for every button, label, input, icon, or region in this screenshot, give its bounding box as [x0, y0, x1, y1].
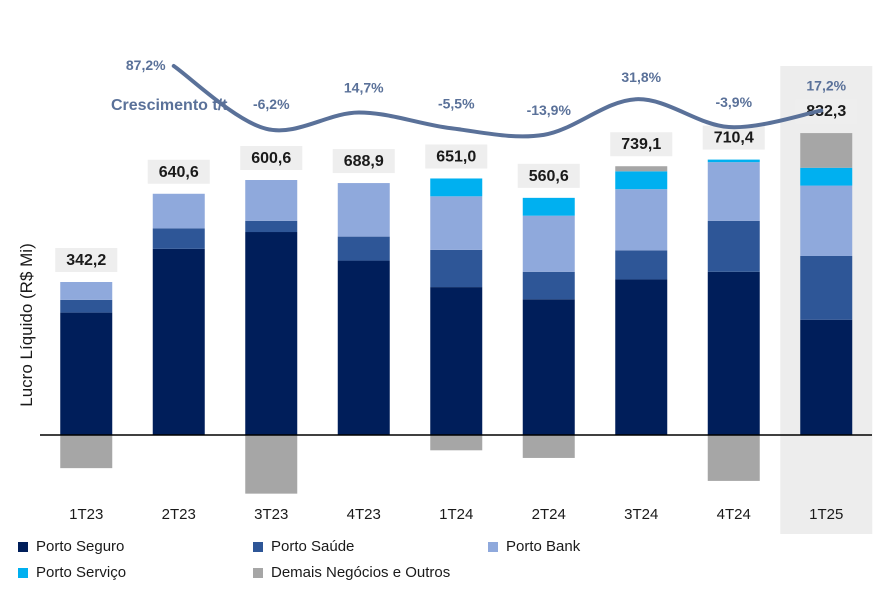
legend-swatch: [253, 567, 263, 578]
x-tick-label: 2T23: [162, 506, 196, 523]
legend-label: Porto Bank: [506, 538, 581, 555]
x-tick-label: 1T25: [809, 506, 843, 523]
legend: Porto Seguro Porto Saúde Porto Bank Port…: [18, 538, 718, 588]
bar-porto-seguro-2t24: [522, 299, 575, 435]
bar-porto-bank-2t24: [522, 215, 575, 272]
legend-swatch: [488, 541, 498, 552]
growth-label: -13,9%: [527, 102, 572, 118]
x-tick-label: 2T24: [532, 506, 566, 523]
bar-demais-negocios-e-outros-1t23: [60, 435, 113, 469]
legend-item-porto-servico: Porto Serviço: [18, 564, 126, 581]
bars-layer: [60, 133, 853, 494]
legend-swatch: [18, 567, 28, 578]
total-label-box: [517, 163, 580, 188]
x-tick-label: 1T23: [69, 506, 103, 523]
bar-demais-negocios-e-outros-2t24: [522, 435, 575, 458]
x-tick-label: 4T24: [717, 506, 751, 523]
total-label-box: [702, 125, 765, 150]
total-label-box: [610, 132, 673, 157]
legend-label: Porto Seguro: [36, 538, 125, 555]
growth-layer: 87,2% -6,2% 14,7% -5,5% -13,9% 31,8% -3,9% 17,2…: [126, 57, 847, 139]
legend-item-porto-bank: Porto Bank: [488, 538, 580, 555]
total-label-box: [332, 149, 395, 174]
bar-porto-bank-1t23: [60, 282, 113, 300]
growth-label: 17,2%: [806, 78, 846, 94]
bar-porto-bank-2t23: [152, 193, 205, 229]
x-tick-label: 1T24: [439, 506, 473, 523]
total-label-box: [425, 144, 488, 169]
bar-porto-seguro-1t24: [430, 287, 483, 435]
growth-label: -3,9%: [715, 94, 752, 110]
legend-label: Demais Negócios e Outros: [271, 564, 451, 581]
total-label: 688,9: [344, 153, 384, 170]
total-label: 640,6: [159, 164, 199, 181]
bar-porto-seguro-1t25: [800, 319, 853, 435]
bar-porto-saude-4t23: [337, 236, 390, 261]
y-axis-label: Lucro Líquido (R$ Mi): [17, 243, 36, 406]
bar-porto-saude-1t25: [800, 255, 853, 320]
growth-line: [171, 64, 824, 139]
total-label-box: [795, 99, 858, 124]
legend-swatch: [18, 541, 28, 552]
growth-label: -6,2%: [253, 96, 290, 112]
bar-porto-saude-2t24: [522, 271, 575, 300]
totals-layer: 342,2 640,6 600,6 688,9 651,0 560,6 739,1 710,4…: [55, 99, 858, 272]
bar-porto-seguro-3t23: [245, 232, 298, 435]
bar-porto-seguro-4t23: [337, 260, 390, 435]
bar-porto-bank-4t23: [337, 183, 390, 237]
legend-item-demais-negocios: Demais Negócios e Outros: [253, 564, 450, 581]
total-label: 342,2: [66, 252, 106, 269]
bar-demais-negocios-e-outros-1t24: [430, 435, 483, 451]
bar-porto-saude-4t24: [707, 220, 760, 272]
growth-label: 14,7%: [344, 80, 384, 96]
bar-porto-seguro-3t24: [615, 279, 668, 435]
bar-porto-servico-3t24: [615, 171, 668, 190]
total-label-box: [147, 159, 210, 184]
legend-item-porto-saude: Porto Saúde: [253, 538, 354, 555]
legend-swatch: [253, 541, 263, 552]
bar-porto-servico-4t24: [707, 159, 760, 163]
x-tick-label: 4T23: [347, 506, 381, 523]
total-label: 832,3: [806, 103, 846, 120]
bar-porto-seguro-1t23: [60, 312, 113, 435]
x-tick-label: 3T23: [254, 506, 288, 523]
growth-series-label: Crescimento t/t: [111, 97, 228, 114]
bar-porto-saude-2t23: [152, 228, 205, 249]
bar-porto-bank-3t24: [615, 189, 668, 251]
x-axis-labels: 1T23 2T23 3T23 4T23 1T24 2T24 3T24 4T24 1T25: [69, 506, 843, 523]
legend-item-porto-seguro: Porto Seguro: [18, 538, 124, 555]
bar-porto-seguro-2t23: [152, 248, 205, 435]
bar-porto-bank-1t25: [800, 185, 853, 256]
total-label-box: [55, 248, 118, 272]
total-label: 600,6: [251, 150, 291, 167]
bar-porto-saude-3t23: [245, 220, 298, 233]
total-label: 560,6: [529, 168, 569, 185]
total-label-box: [240, 146, 303, 170]
bar-porto-bank-3t23: [245, 180, 298, 221]
bar-demais-negocios-e-outros-3t23: [245, 435, 298, 494]
total-label: 739,1: [621, 136, 661, 153]
bar-porto-bank-1t24: [430, 196, 483, 250]
total-label: 710,4: [714, 130, 754, 147]
bar-porto-saude-3t24: [615, 250, 668, 280]
bar-porto-servico-1t25: [800, 167, 853, 186]
bar-demais-negocios-e-outros-1t25: [800, 133, 853, 168]
bar-porto-bank-4t24: [707, 162, 760, 221]
bar-demais-negocios-e-outros-4t24: [707, 435, 760, 481]
growth-label: 87,2%: [126, 57, 166, 73]
bar-demais-negocios-e-outros-3t24: [615, 166, 668, 172]
bar-porto-servico-1t24: [430, 178, 483, 197]
legend-label: Porto Serviço: [36, 564, 127, 581]
growth-label: -5,5%: [438, 95, 475, 111]
bar-porto-saude-1t23: [60, 299, 113, 313]
total-label: 651,0: [436, 148, 476, 165]
x-tick-label: 3T24: [624, 506, 658, 523]
growth-label: 31,8%: [621, 69, 661, 85]
legend-label: Porto Saúde: [271, 538, 355, 555]
bar-porto-saude-1t24: [430, 249, 483, 288]
bar-porto-seguro-4t24: [707, 271, 760, 435]
bar-porto-servico-2t24: [522, 197, 575, 216]
